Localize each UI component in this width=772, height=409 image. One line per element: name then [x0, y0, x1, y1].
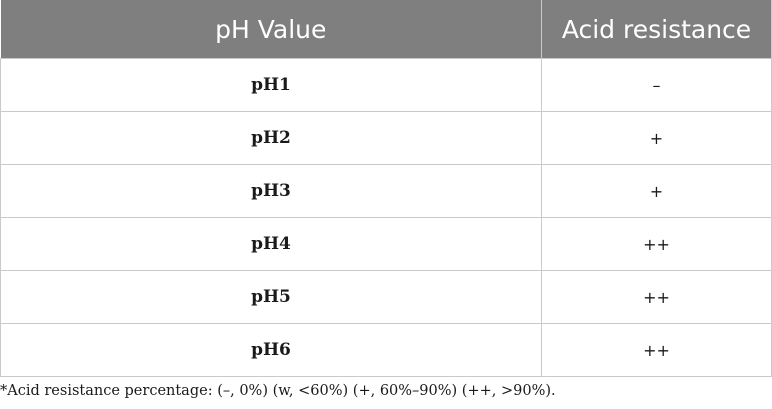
acid-resistance-table-container: pH Value Acid resistance pH1 – pH2 + pH3… [0, 0, 772, 377]
table-row: pH4 ++ [0, 217, 772, 271]
ph-cell: pH3 [0, 164, 542, 218]
resistance-cell: ++ [541, 217, 772, 271]
table-body: pH1 – pH2 + pH3 + pH4 ++ pH5 ++ pH6 ++ [0, 58, 772, 377]
resistance-cell: + [541, 111, 772, 165]
table-header: pH Value Acid resistance [0, 0, 772, 59]
table-row: pH2 + [0, 111, 772, 165]
resistance-cell: ++ [541, 270, 772, 324]
column-header-acid-resistance: Acid resistance [541, 0, 772, 59]
table-row: pH5 ++ [0, 270, 772, 324]
ph-cell: pH1 [0, 58, 542, 112]
table-row: pH1 – [0, 58, 772, 112]
resistance-cell: – [541, 58, 772, 112]
ph-cell: pH5 [0, 270, 542, 324]
resistance-cell: + [541, 164, 772, 218]
header-row: pH Value Acid resistance [0, 0, 772, 59]
table-row: pH3 + [0, 164, 772, 218]
ph-cell: pH6 [0, 323, 542, 377]
table-row: pH6 ++ [0, 323, 772, 377]
ph-cell: pH2 [0, 111, 542, 165]
resistance-cell: ++ [541, 323, 772, 377]
acid-resistance-table: pH Value Acid resistance pH1 – pH2 + pH3… [0, 0, 772, 377]
column-header-ph-value: pH Value [0, 0, 542, 59]
ph-cell: pH4 [0, 217, 542, 271]
table-footnote: *Acid resistance percentage: (–, 0%) (w,… [0, 383, 556, 399]
